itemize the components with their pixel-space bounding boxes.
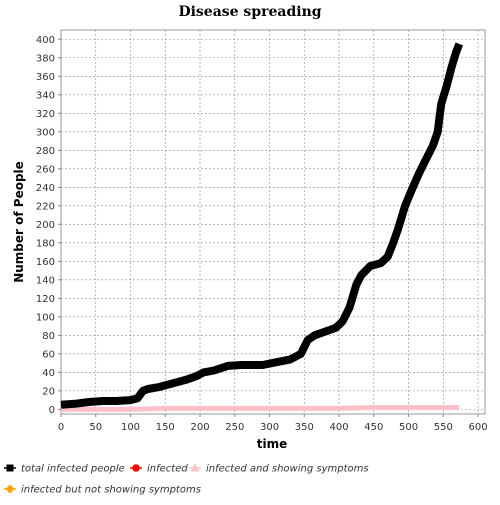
y-tick-label: 380 [36, 53, 55, 64]
y-tick-label: 300 [36, 127, 55, 138]
legend-marker [5, 484, 15, 494]
grid-lines [60, 30, 485, 414]
y-tick-label: 120 [36, 294, 55, 305]
legend-item: infected but not showing symptoms [4, 484, 201, 496]
legend-item: infected [130, 464, 188, 475]
chart-title: Disease spreading [178, 4, 321, 20]
series-line-infected-and-showing-symptoms [61, 405, 460, 412]
legend-label: infected [147, 464, 188, 475]
x-tick-label: 250 [225, 422, 244, 433]
series-line-total-infected-people [60, 42, 464, 409]
legend-label: infected but not showing symptoms [21, 485, 201, 496]
x-tick-label: 400 [329, 422, 348, 433]
y-tick-label: 320 [36, 109, 55, 120]
y-tick-label: 340 [36, 90, 55, 101]
y-tick-label: 0 [49, 405, 55, 416]
y-axis-ticks: 0 20 40 60 80 100 120 140 160 180 200 220 240 260 280 3… [36, 35, 61, 416]
x-tick-label: 150 [156, 422, 175, 433]
x-axis-label: time [257, 437, 288, 451]
y-tick-label: 140 [36, 275, 55, 286]
y-tick-label: 360 [36, 72, 55, 83]
x-tick-label: 100 [121, 422, 140, 433]
x-tick-label: 200 [190, 422, 209, 433]
legend: total infected people infected infected an… [4, 463, 369, 496]
y-tick-label: 40 [42, 368, 55, 379]
legend-item: total infected people [4, 464, 125, 475]
x-tick-label: 300 [260, 422, 279, 433]
legend-marker [190, 463, 200, 472]
plot-area [60, 29, 486, 415]
y-tick-label: 280 [36, 146, 55, 157]
legend-marker [132, 464, 140, 472]
y-tick-label: 240 [36, 183, 55, 194]
y-axis-label: Number of People [12, 161, 26, 283]
legend-label: total infected people [21, 464, 125, 475]
y-tick-label: 60 [42, 349, 55, 360]
x-tick-label: 600 [469, 422, 488, 433]
y-tick-label: 20 [42, 386, 55, 397]
x-tick-label: 500 [399, 422, 418, 433]
legend-item: infected and showing symptoms [189, 463, 369, 475]
x-tick-label: 450 [364, 422, 383, 433]
legend-label: infected and showing symptoms [206, 464, 369, 475]
x-tick-label: 550 [434, 422, 453, 433]
x-axis-ticks: 0 50 100 150 200 250 300 350 400 450 500 550 600 [58, 414, 488, 433]
y-tick-label: 80 [42, 331, 55, 342]
x-tick-label: 0 [58, 422, 64, 433]
x-tick-label: 350 [295, 422, 314, 433]
y-tick-label: 200 [36, 220, 55, 231]
y-tick-label: 160 [36, 257, 55, 268]
y-tick-label: 220 [36, 201, 55, 212]
x-tick-label: 50 [89, 422, 102, 433]
legend-marker [6, 464, 14, 472]
series-layer [60, 42, 464, 412]
y-tick-label: 180 [36, 238, 55, 249]
y-tick-label: 400 [36, 35, 55, 46]
y-tick-label: 260 [36, 164, 55, 175]
y-tick-label: 100 [36, 312, 55, 323]
